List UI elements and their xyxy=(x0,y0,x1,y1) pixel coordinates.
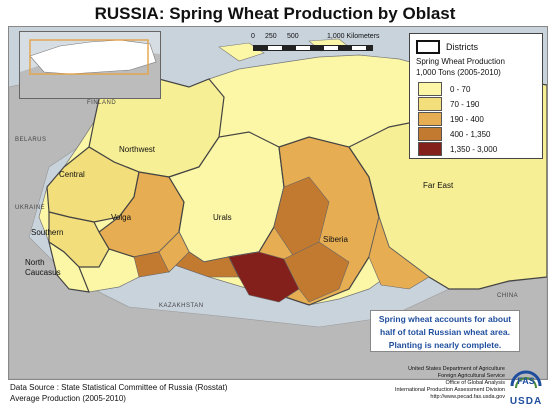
legend-class: 0 - 70 xyxy=(418,82,497,96)
scale-tick-0: 0 xyxy=(251,33,255,40)
legend-classes: 0 - 70 70 - 190 190 - 400 400 - 1,350 1,… xyxy=(418,82,497,157)
scale-graphic xyxy=(253,45,373,51)
agency-line3: Office of Global Analysis xyxy=(355,380,505,387)
callout-line2: half of total Russian wheat area. xyxy=(371,326,519,339)
legend-heading: Spring Wheat Production 1,000 Tons (2005… xyxy=(416,56,505,78)
label-north-caucasus-1: North xyxy=(25,258,45,267)
legend-class-label: 190 - 400 xyxy=(450,115,484,124)
label-ukraine: UKRAINE xyxy=(15,205,45,211)
logo-top-text: FAS xyxy=(517,376,535,386)
data-source: Data Source : State Statistical Committe… xyxy=(10,382,227,404)
legend-swatch xyxy=(418,142,442,156)
legend-class-label: 0 - 70 xyxy=(450,85,470,94)
inset-map xyxy=(20,32,160,98)
legend-swatch xyxy=(418,127,442,141)
scale-tick-500: 500 xyxy=(287,33,299,40)
legend-class: 1,350 - 3,000 xyxy=(418,142,497,156)
district-outline-swatch xyxy=(416,40,440,54)
legend-swatch xyxy=(418,112,442,126)
label-central: Central xyxy=(59,170,85,179)
callout-line3: Planting is nearly complete. xyxy=(371,339,519,352)
legend-districts-label: Districts xyxy=(446,42,478,52)
agency-credits: United States Department of Agriculture … xyxy=(355,366,505,401)
label-urals: Urals xyxy=(213,213,232,222)
map-legend: Districts Spring Wheat Production 1,000 … xyxy=(409,33,543,159)
scale-tick-250: 250 xyxy=(265,33,277,40)
legend-class-label: 1,350 - 3,000 xyxy=(450,145,497,154)
label-north-caucasus-2: Caucasus xyxy=(25,268,61,277)
logo-bottom-text: USDA xyxy=(510,396,542,407)
locator-inset xyxy=(19,31,161,99)
source-line1: Data Source : State Statistical Committe… xyxy=(10,382,227,393)
map-title: RUSSIA: Spring Wheat Production by Oblas… xyxy=(0,4,550,24)
legend-heading-line1: Spring Wheat Production xyxy=(416,56,505,67)
scale-tick-1000: 1,000 Kilometers xyxy=(327,33,380,40)
legend-class-label: 400 - 1,350 xyxy=(450,130,490,139)
label-siberia: Siberia xyxy=(323,235,348,244)
legend-class: 70 - 190 xyxy=(418,97,497,111)
agency-line4: International Production Assessment Divi… xyxy=(355,387,505,394)
legend-class: 190 - 400 xyxy=(418,112,497,126)
label-southern: Southern xyxy=(31,228,63,237)
legend-class: 400 - 1,350 xyxy=(418,127,497,141)
callout-line1: Spring wheat accounts for about xyxy=(371,313,519,326)
callout-box: Spring wheat accounts for about half of … xyxy=(370,310,520,352)
legend-swatch xyxy=(418,97,442,111)
label-far-east: Far East xyxy=(423,181,453,190)
agency-line1: United States Department of Agriculture xyxy=(355,366,505,373)
agency-line2: Foreign Agricultural Service xyxy=(355,373,505,380)
legend-class-label: 70 - 190 xyxy=(450,100,479,109)
source-line2: Average Production (2005-2010) xyxy=(10,393,227,404)
fas-usda-logo: FAS USDA xyxy=(508,364,544,408)
legend-swatch xyxy=(418,82,442,96)
agency-line5: http://www.pecad.fas.usda.gov xyxy=(355,394,505,401)
legend-districts: Districts xyxy=(416,40,478,54)
label-belarus: BELARUS xyxy=(15,137,47,143)
label-northwest: Northwest xyxy=(119,145,155,154)
label-china: CHINA xyxy=(497,293,518,299)
label-kazakhstan: KAZAKHSTAN xyxy=(159,303,204,309)
legend-heading-line2: 1,000 Tons (2005-2010) xyxy=(416,67,505,78)
label-finland: FINLAND xyxy=(87,100,116,106)
scale-bar: 0 250 500 1,000 Kilometers xyxy=(251,33,411,59)
label-volga: Volga xyxy=(111,213,131,222)
